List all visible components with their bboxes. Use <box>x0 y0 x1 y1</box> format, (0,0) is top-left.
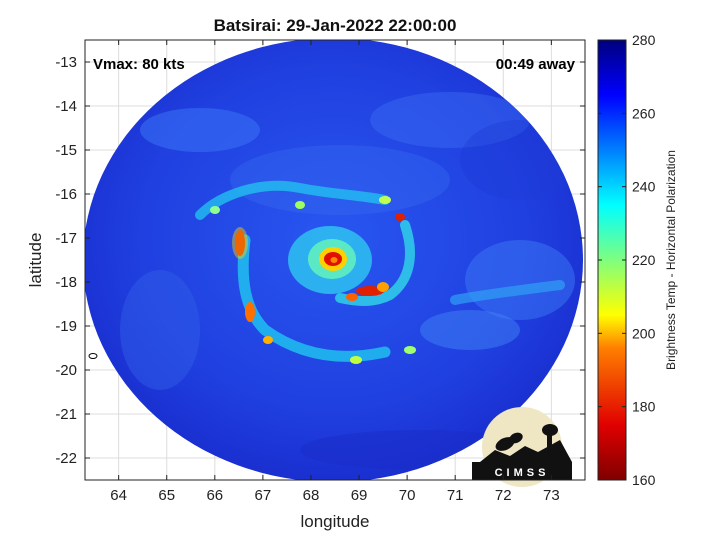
colorbar-tick-label: 180 <box>632 399 656 415</box>
x-tick-label: 67 <box>255 487 272 504</box>
convective-cells <box>210 196 416 364</box>
x-tick-label: 71 <box>447 487 464 504</box>
y-tick-label: -16 <box>55 186 77 203</box>
y-tick-label: -18 <box>55 274 77 291</box>
axes-frame <box>84 39 586 481</box>
y-tick-label: -15 <box>55 142 77 159</box>
logo-text: CIMSS <box>495 467 550 479</box>
vmax-annotation: Vmax: 80 kts <box>93 56 185 73</box>
swath-texture <box>120 92 580 470</box>
x-tick-label: 72 <box>495 487 512 504</box>
eye-region <box>288 226 372 294</box>
x-tick-label: 69 <box>351 487 368 504</box>
y-tick-label: -20 <box>55 362 77 379</box>
x-tick-label: 65 <box>158 487 175 504</box>
island-outline <box>88 353 98 359</box>
y-axis-label: latitude <box>26 233 45 288</box>
y-tick-label: -17 <box>55 230 77 247</box>
y-tick-label: -22 <box>55 450 77 467</box>
colorbar-tick-label: 280 <box>632 32 656 48</box>
x-tick-label: 66 <box>206 487 223 504</box>
time-away-annotation: 00:49 away <box>496 56 576 73</box>
colorbar-tick-label: 200 <box>632 325 656 341</box>
x-tick-label: 64 <box>110 487 127 504</box>
colorbar-tick-label: 160 <box>632 472 656 488</box>
y-tick-label: -21 <box>55 406 77 423</box>
colorbar-tick-label: 240 <box>632 179 656 195</box>
colorbar-ticks: 160 180 200 220 240 260 280 <box>598 32 656 488</box>
colorbar-label: Brightness Temp - Horizontal Polarizatio… <box>664 150 678 370</box>
colorbar-tick-label: 220 <box>632 252 656 268</box>
x-tick-label: 68 <box>303 487 320 504</box>
colorbar <box>597 39 627 481</box>
colorbar-tick-label: 260 <box>632 105 656 121</box>
x-axis-label: longitude <box>300 512 369 531</box>
y-tick-label: -14 <box>55 98 77 115</box>
x-tick-label: 70 <box>399 487 416 504</box>
axis-ticks <box>85 40 585 480</box>
x-tick-label: 73 <box>543 487 560 504</box>
cimss-logo: CIMSS <box>472 407 572 487</box>
axis-tick-labels: 64 65 66 67 68 69 70 71 72 73 -13 -14 -15 -16 -17 -18 -1… <box>55 54 559 504</box>
chart-title: Batsirai: 29-Jan-2022 22:00:00 <box>214 16 457 35</box>
y-tick-label: -13 <box>55 54 77 71</box>
y-tick-label: -19 <box>55 318 77 335</box>
